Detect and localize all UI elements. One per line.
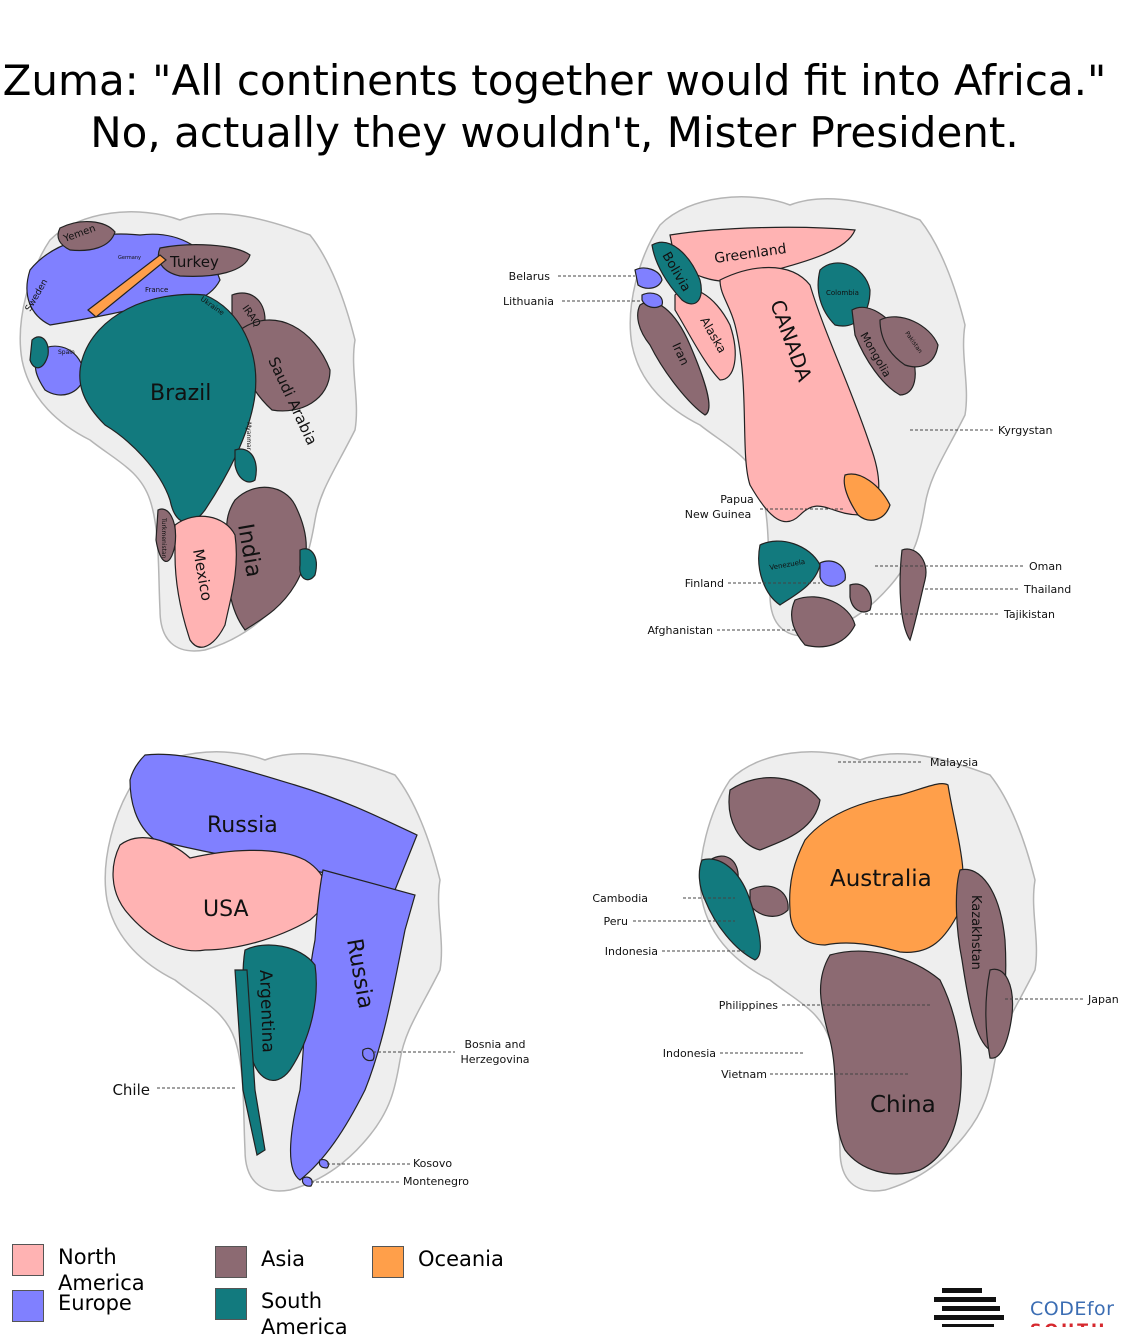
label-australia: Australia bbox=[830, 866, 932, 892]
label-spain: Spain bbox=[58, 349, 75, 356]
south-america-piece bbox=[29, 336, 49, 369]
bosnia-shape bbox=[362, 1047, 375, 1062]
callout-finland: Finland bbox=[685, 577, 724, 590]
montenegro-shape bbox=[301, 1176, 313, 1187]
south-america-piece-2 bbox=[234, 448, 257, 483]
map-top-left: Brazil Turkey Yemen Sweden France German… bbox=[19, 211, 358, 652]
callout-japan: Japan bbox=[1087, 993, 1119, 1006]
label-france: France bbox=[145, 286, 168, 294]
legend-label: South America bbox=[261, 1289, 348, 1339]
legend-label: Oceania bbox=[418, 1247, 504, 1271]
alaska-shape bbox=[674, 288, 736, 381]
callout-papua-1: Papua bbox=[720, 493, 754, 506]
bolivia-shape bbox=[651, 241, 702, 305]
callout-chile: Chile bbox=[112, 1081, 150, 1099]
logo-subtext: SOUTH bbox=[1030, 1320, 1107, 1327]
callout-oman: Oman bbox=[1029, 560, 1062, 573]
callout-peru: Peru bbox=[603, 915, 628, 928]
japan-shape bbox=[985, 968, 1014, 1059]
legend-item-europe: Europe bbox=[12, 1290, 132, 1322]
europe-west bbox=[34, 345, 86, 396]
callout-bosnia-1: Bosnia and bbox=[465, 1038, 526, 1051]
asia-piece bbox=[155, 508, 177, 562]
legend-item-oceania: Oceania bbox=[372, 1246, 504, 1278]
sea-teal-shape bbox=[698, 858, 761, 961]
callout-philippines: Philippines bbox=[719, 999, 779, 1012]
label-usa: USA bbox=[203, 897, 249, 922]
legend-item-asia: Asia bbox=[215, 1246, 305, 1278]
callout-cambodia: Cambodia bbox=[592, 892, 648, 905]
callout-bosnia-2: Herzegovina bbox=[460, 1053, 529, 1066]
label-colombia: Colombia bbox=[826, 289, 859, 297]
label-brazil: Brazil bbox=[150, 381, 211, 406]
oceania-strip bbox=[87, 254, 167, 318]
label-china: China bbox=[870, 1092, 936, 1118]
label-germany: Germany bbox=[118, 255, 141, 261]
usa-shape bbox=[112, 837, 327, 952]
venezuela-shape bbox=[758, 540, 821, 606]
tajikistan-shape bbox=[849, 583, 872, 613]
legend-item-north-america: North America bbox=[12, 1244, 145, 1296]
callout-vietnam: Vietnam bbox=[721, 1068, 767, 1081]
map-top-right: Greenland CANADA Bolivia Alaska Iran Mon… bbox=[503, 196, 1071, 648]
callout-afghanistan: Afghanistan bbox=[648, 624, 714, 637]
title-line-2: No, actually they wouldn't, Mister Presi… bbox=[90, 108, 1019, 157]
label-myanmar: Myanmar bbox=[245, 422, 252, 451]
logo-text: CODEfor bbox=[1030, 1298, 1115, 1320]
yemen-shape bbox=[57, 221, 116, 252]
russia-side-shape bbox=[290, 869, 416, 1181]
legend-swatch bbox=[12, 1244, 44, 1276]
legend-swatch bbox=[215, 1288, 247, 1320]
mongolia-shape bbox=[851, 306, 916, 396]
china-shape bbox=[820, 950, 962, 1175]
greenland-shape bbox=[669, 226, 856, 282]
legend-swatch bbox=[372, 1246, 404, 1278]
callout-indonesia-1: Indonesia bbox=[605, 945, 658, 958]
papua-shape bbox=[843, 473, 891, 521]
legend-item-south-america: South America bbox=[215, 1288, 348, 1340]
label-russia-top: Russia bbox=[207, 813, 278, 838]
title-line-1: Zuma: "All continents together would fit… bbox=[2, 56, 1107, 105]
callout-papua-2: New Guinea bbox=[685, 508, 752, 521]
callout-thailand: Thailand bbox=[1023, 583, 1071, 596]
turkey-shape bbox=[157, 244, 251, 277]
label-turkmenistan: Turkmenistan bbox=[160, 517, 167, 559]
mexico-shape bbox=[174, 515, 237, 648]
legend-label: North America bbox=[58, 1245, 145, 1295]
kosovo-shape bbox=[318, 1159, 330, 1169]
brazil-shape bbox=[79, 293, 257, 523]
callout-tajikistan: Tajikistan bbox=[1003, 608, 1055, 621]
thailand-shape bbox=[899, 548, 927, 642]
australia-shape bbox=[789, 783, 964, 953]
callout-montenegro: Montenegro bbox=[403, 1175, 469, 1188]
label-turkey: Turkey bbox=[169, 253, 219, 271]
chile-shape bbox=[234, 969, 266, 1156]
legend-label: Asia bbox=[261, 1247, 306, 1271]
callout-belarus: Belarus bbox=[509, 270, 551, 283]
pakistan-shape bbox=[879, 316, 939, 368]
europe-bits bbox=[634, 267, 664, 309]
callout-kosovo: Kosovo bbox=[413, 1157, 452, 1170]
callout-lithuania: Lithuania bbox=[503, 295, 554, 308]
chart-title: Zuma: "All continents together would fit… bbox=[0, 55, 1109, 159]
logo-mark bbox=[934, 1288, 1004, 1327]
south-america-piece-3 bbox=[299, 548, 317, 581]
callout-indonesia-2: Indonesia bbox=[663, 1047, 716, 1060]
map-bottom-right: Australia Kazakhstan China Malaysia Camb… bbox=[592, 751, 1119, 1192]
label-argentina: Argentina bbox=[255, 969, 278, 1053]
legend-swatch bbox=[215, 1246, 247, 1278]
afghanistan-shape bbox=[791, 596, 856, 648]
code-for-south-africa-logo: CODEfor SOUTH bbox=[934, 1286, 1134, 1327]
legend-label: Europe bbox=[58, 1291, 132, 1315]
canada-shape bbox=[719, 267, 880, 523]
legend: North America Europe Asia South America … bbox=[0, 1236, 620, 1339]
callout-kyrgystan: Kyrgystan bbox=[998, 424, 1053, 437]
map-bottom-left: Russia USA Russia Argentina Chile Bosnia… bbox=[104, 751, 530, 1192]
finland-shape bbox=[819, 560, 846, 587]
iran-shape bbox=[637, 301, 710, 416]
legend-swatch bbox=[12, 1290, 44, 1322]
callout-malaysia: Malaysia bbox=[930, 756, 978, 769]
label-kazakhstan: Kazakhstan bbox=[968, 895, 983, 970]
